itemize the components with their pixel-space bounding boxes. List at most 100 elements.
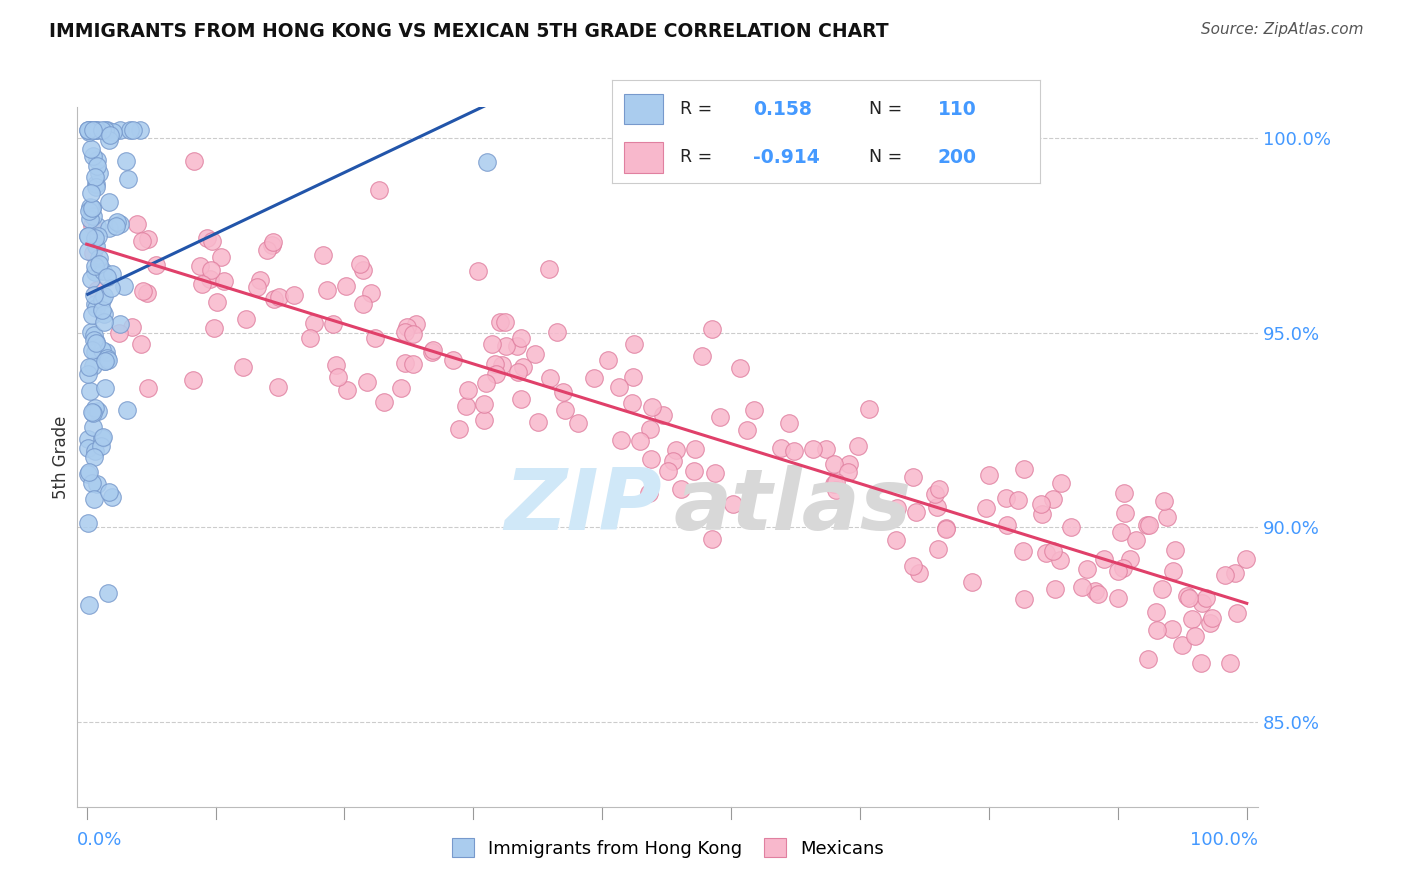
- Point: [79, 211, 101, 226]
- Point: [924, 487, 946, 501]
- Point: [1213, 567, 1236, 582]
- Point: [858, 401, 880, 416]
- Point: [108, 326, 131, 340]
- Point: [567, 416, 589, 430]
- Point: [89, 257, 111, 271]
- Point: [1050, 475, 1073, 490]
- Point: [108, 217, 131, 231]
- Point: [995, 517, 1018, 532]
- Point: [91, 431, 114, 445]
- Point: [1195, 591, 1218, 605]
- Point: [262, 235, 284, 250]
- Point: [1012, 462, 1035, 476]
- Point: [1156, 510, 1178, 524]
- Point: [82, 123, 104, 137]
- Point: [135, 286, 157, 301]
- Point: [80, 142, 103, 156]
- Point: [1007, 493, 1029, 508]
- Point: [86, 160, 108, 174]
- Point: [94, 123, 117, 137]
- Point: [83, 287, 105, 301]
- Point: [683, 465, 706, 479]
- Point: [901, 470, 924, 484]
- Point: [1107, 591, 1129, 605]
- Point: [737, 423, 759, 437]
- Point: [96, 269, 118, 284]
- Point: [108, 317, 131, 331]
- Point: [373, 394, 395, 409]
- Point: [905, 505, 928, 519]
- Point: [489, 315, 512, 329]
- Point: [84, 180, 107, 194]
- Point: [901, 559, 924, 574]
- Point: [1199, 615, 1222, 630]
- Point: [538, 371, 561, 385]
- Point: [778, 416, 800, 430]
- Point: [83, 334, 105, 348]
- Point: [723, 497, 745, 511]
- Point: [1226, 607, 1249, 621]
- Text: 100.0%: 100.0%: [1191, 830, 1258, 848]
- Point: [1178, 591, 1201, 606]
- Point: [115, 403, 138, 417]
- Point: [80, 186, 103, 200]
- Point: [209, 251, 232, 265]
- Point: [76, 244, 98, 259]
- Point: [84, 239, 107, 253]
- Point: [86, 153, 108, 168]
- Point: [349, 257, 371, 271]
- Point: [1076, 562, 1098, 576]
- Point: [1114, 506, 1136, 520]
- Point: [690, 350, 713, 364]
- Point: [80, 201, 103, 215]
- Point: [136, 232, 159, 246]
- Point: [122, 123, 145, 137]
- Point: [93, 315, 115, 329]
- Point: [80, 325, 103, 339]
- Point: [1219, 657, 1241, 671]
- Point: [475, 376, 498, 390]
- Point: [86, 476, 108, 491]
- Point: [838, 457, 860, 471]
- Point: [1137, 652, 1160, 666]
- Point: [181, 373, 204, 387]
- Point: [101, 268, 124, 282]
- Point: [76, 467, 98, 481]
- Point: [79, 200, 101, 214]
- Point: [837, 465, 859, 479]
- Text: ZIP: ZIP: [505, 465, 662, 548]
- Point: [205, 294, 228, 309]
- Point: [79, 384, 101, 399]
- Point: [1152, 582, 1174, 596]
- Point: [360, 286, 382, 301]
- Point: [79, 123, 101, 137]
- Point: [80, 343, 103, 358]
- Point: [77, 599, 100, 613]
- Point: [782, 443, 804, 458]
- Point: [84, 177, 107, 191]
- Point: [90, 439, 112, 453]
- Point: [405, 317, 427, 331]
- Point: [1181, 612, 1204, 626]
- Point: [315, 283, 337, 297]
- Point: [1035, 546, 1057, 560]
- Text: 0.158: 0.158: [754, 100, 813, 119]
- Point: [491, 358, 513, 372]
- Point: [96, 351, 118, 365]
- Point: [121, 320, 143, 334]
- Point: [82, 210, 104, 224]
- Point: [1164, 542, 1187, 557]
- Point: [129, 336, 152, 351]
- Point: [475, 154, 498, 169]
- Point: [925, 500, 948, 514]
- Point: [76, 229, 98, 244]
- Point: [512, 359, 534, 374]
- Point: [283, 288, 305, 302]
- Text: IMMIGRANTS FROM HONG KONG VS MEXICAN 5TH GRADE CORRELATION CHART: IMMIGRANTS FROM HONG KONG VS MEXICAN 5TH…: [49, 22, 889, 41]
- Point: [94, 381, 117, 395]
- Point: [598, 353, 620, 368]
- Point: [188, 259, 211, 273]
- Text: Source: ZipAtlas.com: Source: ZipAtlas.com: [1201, 22, 1364, 37]
- Point: [356, 375, 378, 389]
- Point: [84, 401, 107, 415]
